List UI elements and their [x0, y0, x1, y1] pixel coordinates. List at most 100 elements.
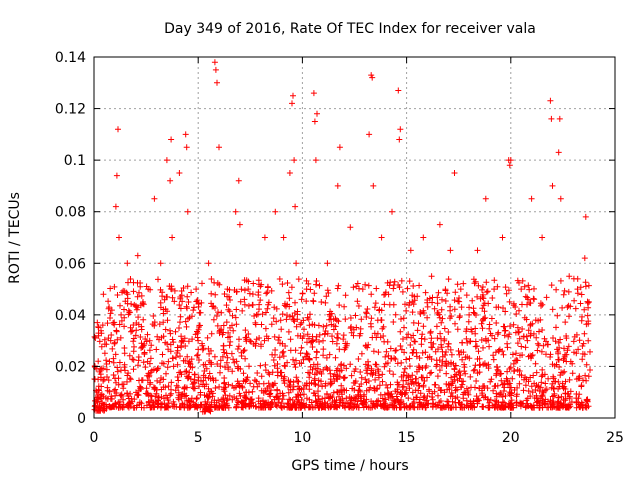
data-point [556, 404, 563, 411]
data-point [241, 392, 248, 399]
data-point [312, 365, 319, 372]
data-point [179, 298, 186, 305]
data-point [405, 395, 412, 402]
data-point [241, 287, 248, 294]
data-point [420, 323, 427, 330]
data-point [296, 399, 303, 406]
data-point [135, 357, 142, 364]
data-point [107, 285, 114, 292]
data-point [513, 350, 519, 357]
data-point [195, 300, 202, 306]
data-point [170, 355, 176, 362]
data-point [228, 350, 235, 357]
data-point [328, 310, 335, 317]
data-point [422, 364, 429, 371]
data-point [562, 319, 569, 326]
data-point [289, 100, 295, 107]
data-point [159, 351, 166, 358]
data-point [424, 314, 431, 321]
data-point [293, 357, 299, 364]
data-point [396, 136, 403, 143]
data-point [490, 356, 497, 363]
data-point [118, 393, 125, 399]
data-point [187, 376, 194, 382]
data-point [163, 157, 170, 164]
y-tick-label: 0.08 [55, 205, 86, 221]
data-point [443, 381, 450, 387]
data-point [335, 282, 342, 289]
data-point [403, 377, 410, 384]
data-point [564, 304, 571, 311]
data-point [150, 384, 157, 391]
data-point [238, 286, 245, 293]
data-point [458, 304, 465, 311]
data-point [323, 354, 330, 361]
data-point [341, 303, 348, 310]
data-point [551, 362, 558, 369]
data-point [441, 325, 448, 332]
data-point [558, 369, 565, 376]
data-point [506, 389, 513, 396]
data-point [96, 338, 103, 345]
data-point [108, 393, 115, 400]
data-point [208, 330, 215, 337]
data-point [98, 402, 105, 409]
data-point [522, 374, 529, 381]
data-point [133, 320, 140, 326]
data-point [191, 379, 197, 386]
data-point [350, 332, 357, 339]
data-point [539, 366, 546, 373]
data-point [314, 110, 320, 117]
data-point [442, 287, 449, 294]
data-point [492, 349, 499, 356]
data-point [566, 273, 573, 280]
data-point [278, 373, 285, 380]
data-point [153, 346, 160, 353]
data-point [150, 313, 157, 319]
data-point [159, 293, 166, 300]
data-point [486, 321, 493, 328]
data-point [459, 356, 466, 363]
data-point [134, 293, 141, 300]
data-point [112, 386, 119, 393]
data-point [199, 340, 205, 347]
data-point [444, 398, 451, 405]
data-point [463, 335, 470, 342]
data-point [170, 363, 177, 370]
data-point [324, 391, 331, 398]
data-point [193, 286, 200, 293]
data-point [438, 341, 445, 348]
data-point [472, 278, 479, 285]
data-point [123, 289, 130, 296]
data-point [296, 360, 303, 367]
data-point [148, 397, 155, 404]
data-point [280, 377, 287, 384]
data-point [506, 331, 513, 338]
data-point [129, 398, 136, 405]
data-point [457, 286, 464, 293]
data-point [322, 299, 329, 306]
data-point [577, 284, 584, 291]
data-point [319, 395, 326, 402]
data-point [288, 284, 295, 291]
data-point [182, 357, 189, 364]
data-point [390, 285, 397, 292]
data-point [530, 372, 537, 379]
data-point [414, 368, 420, 375]
data-point [286, 295, 293, 302]
data-point [265, 299, 272, 306]
data-point [354, 298, 361, 305]
data-point [434, 300, 441, 307]
data-point [155, 365, 162, 372]
data-point [214, 361, 221, 367]
data-point [347, 315, 354, 321]
data-point [585, 282, 592, 289]
data-point [499, 393, 506, 400]
data-point [111, 319, 118, 326]
data-point [225, 364, 232, 371]
data-point [387, 394, 394, 401]
data-point [550, 335, 556, 341]
data-point [485, 404, 492, 411]
data-point [555, 398, 562, 405]
data-point [445, 329, 452, 335]
